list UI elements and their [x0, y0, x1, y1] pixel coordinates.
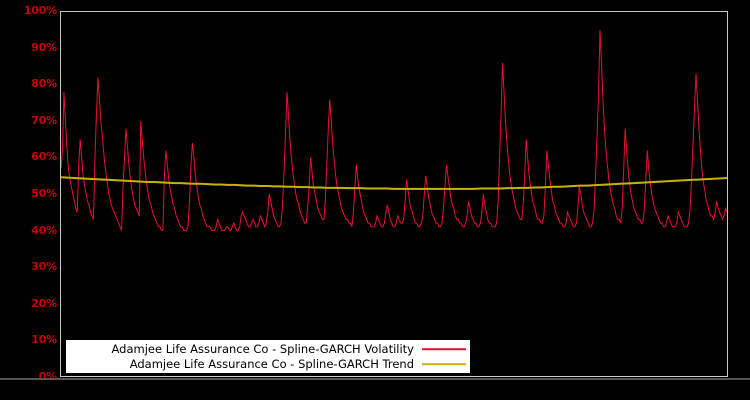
legend-label-volatility: Adamjee Life Assurance Co - Spline-GARCH… — [111, 342, 415, 356]
legend-swatch-trend — [422, 359, 466, 370]
y-tick-label: 60% — [31, 150, 57, 164]
y-tick-label: 40% — [31, 223, 57, 237]
y-axis: 100% 90% 80% 70% 60% 50% 40% 30% 20% 10% 0% — [0, 0, 57, 400]
y-tick-label: 20% — [31, 296, 57, 310]
y-tick-label: 50% — [31, 187, 57, 200]
y-tick-label: 90% — [31, 40, 57, 54]
bottom-divider — [0, 378, 750, 380]
chart-legend: Adamjee Life Assurance Co - Spline-GARCH… — [66, 340, 470, 373]
y-tick-label: 80% — [31, 77, 57, 91]
y-tick-label: 10% — [31, 333, 57, 347]
series-canvas — [61, 12, 727, 376]
legend-entry-volatility: Adamjee Life Assurance Co - Spline-GARCH… — [66, 342, 470, 357]
legend-swatch-volatility — [422, 344, 466, 355]
volatility-series-line — [61, 30, 727, 230]
plot-area — [60, 11, 728, 377]
legend-entry-trend: Adamjee Life Assurance Co - Spline-GARCH… — [66, 357, 470, 372]
trend-series-line — [61, 177, 727, 189]
y-tick-label: 100% — [23, 4, 57, 17]
legend-label-trend: Adamjee Life Assurance Co - Spline-GARCH… — [129, 357, 414, 371]
y-tick-label: 0% — [38, 370, 57, 383]
y-tick-label: 30% — [31, 260, 57, 274]
y-tick-label: 70% — [31, 113, 57, 127]
